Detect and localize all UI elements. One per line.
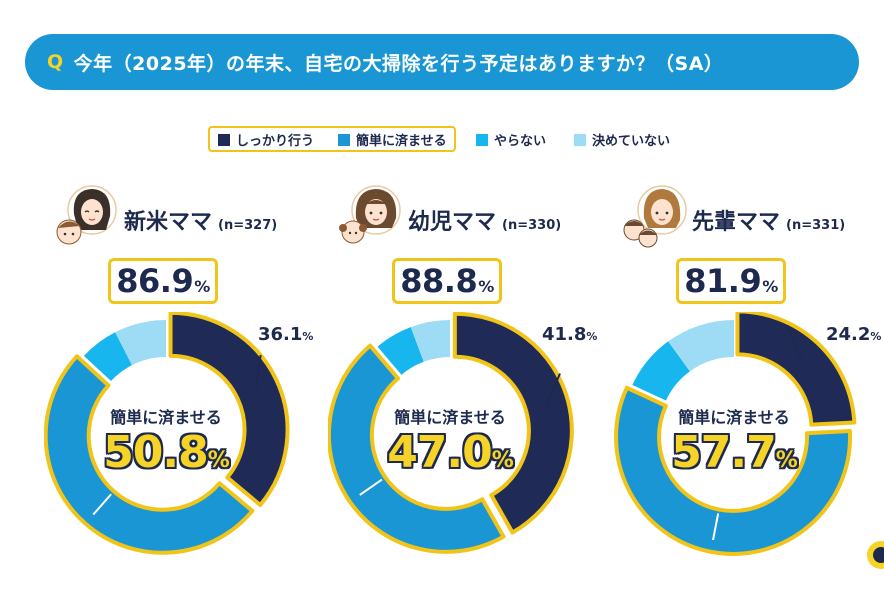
slice-none: [377, 327, 424, 375]
question-mark: Q: [47, 51, 64, 73]
center-label: 簡単に済ませる: [110, 408, 222, 427]
total-value-box: 81.9%: [676, 258, 786, 304]
simple-leader-line: [92, 493, 112, 516]
slice-simple: [614, 385, 853, 556]
panel-senpai: 先輩ママ (n=331) 81.9% 24.2% 簡単に済ませる 57.7%: [612, 182, 884, 582]
center-label: 簡単に済ませる: [394, 408, 506, 427]
question-text: 今年（2025年）の年末、自宅の大掃除を行う予定はありますか？（SA）: [73, 52, 724, 75]
total-value-box: 86.9%: [108, 258, 218, 304]
total-value-box: 88.8%: [392, 258, 502, 304]
panel-shinmai: 新米ママ (n=327) 86.9% 36.1% 簡単に済ませる 50.8%: [44, 182, 328, 582]
slice-simple: [44, 354, 255, 555]
simple-leader-line: [712, 513, 720, 541]
panel-youji: 幼児ママ (n=330) 88.8% 41.8% 簡単に済ませる 47.0%: [328, 182, 612, 582]
slice-simple: [328, 343, 506, 554]
legend-swatch: [218, 133, 230, 146]
center-value: 57.7%: [671, 427, 798, 478]
legend-highlight-box: [208, 126, 456, 152]
center-value: 47.0%: [387, 427, 514, 478]
legend-item: しっかり行う: [218, 130, 314, 149]
sample-size: (n=327): [218, 218, 278, 233]
donut-chart: [614, 312, 857, 556]
legend-swatch: [476, 133, 488, 146]
legend-swatch: [338, 133, 350, 146]
dark-leader-line: [786, 326, 804, 361]
mother-baby-avatar-icon: [56, 185, 117, 245]
donut-chart: [328, 312, 574, 554]
center-value: 50.8%: [103, 427, 230, 478]
legend: しっかり行う 簡単に済ませる やらない 決めていない: [0, 126, 884, 152]
legend-item: 簡単に済ませる: [338, 130, 447, 149]
simple-leader-line: [359, 478, 383, 496]
dark-slice-label: 36.1%: [258, 324, 314, 345]
group-name: 新米ママ (n=327): [124, 210, 278, 235]
legend-label: しっかり行う: [236, 134, 315, 149]
legend-item: 決めていない: [574, 130, 670, 149]
group-name: 幼児ママ (n=330): [408, 210, 562, 235]
question-header: Q 今年（2025年）の年末、自宅の大掃除を行う予定はありますか？（SA）: [25, 34, 859, 90]
dark-leader-line: [544, 373, 561, 408]
logo-corner-icon: [867, 541, 884, 569]
sample-size: (n=331): [786, 218, 846, 233]
group-name: 先輩ママ (n=331): [692, 210, 846, 235]
mother-child-avatar-icon: [339, 185, 401, 244]
legend-label: 決めていない: [592, 134, 671, 149]
dark-slice-label: 41.8%: [542, 324, 598, 345]
dark-slice-label: 24.2%: [826, 324, 882, 345]
center-label: 簡単に済ませる: [678, 408, 790, 427]
slice-firmly: [168, 312, 290, 508]
legend-swatch: [574, 133, 586, 146]
legend-label: 簡単に済ませる: [356, 134, 447, 149]
slice-firmly: [735, 312, 857, 427]
mother-kids-avatar-icon: [623, 185, 687, 248]
legend-item: やらない: [476, 130, 546, 149]
legend-label: やらない: [494, 134, 547, 149]
sample-size: (n=330): [502, 218, 562, 233]
donut-chart: [44, 312, 290, 555]
slice-undecided: [115, 320, 166, 366]
slice-none: [632, 341, 690, 401]
slice-none: [83, 332, 132, 382]
slice-undecided: [668, 320, 734, 372]
dark-leader-line: [254, 354, 262, 391]
slice-undecided: [410, 320, 450, 362]
slice-firmly: [452, 312, 574, 535]
